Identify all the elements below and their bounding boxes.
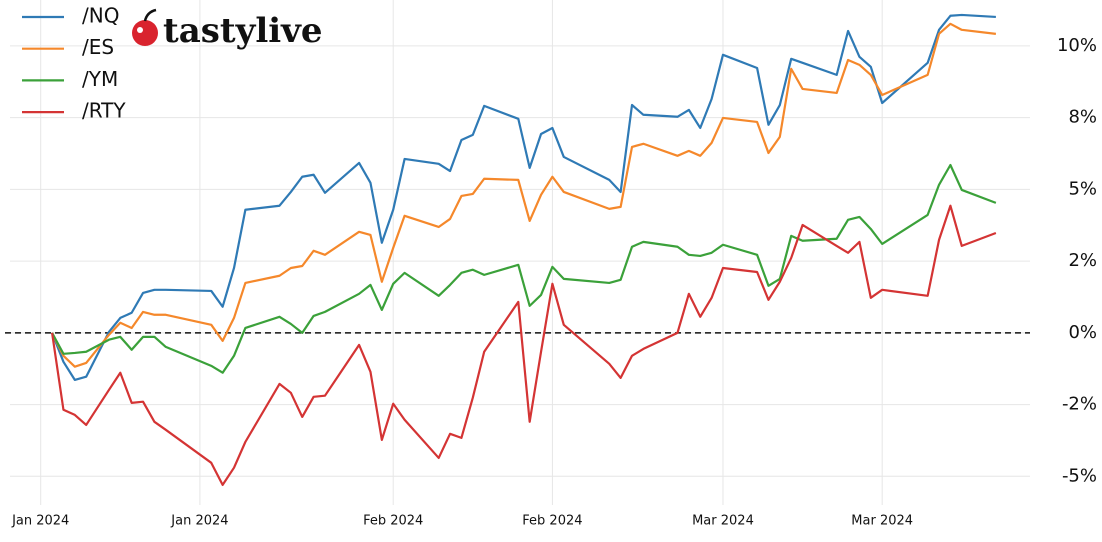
logo: tastylive <box>132 8 323 51</box>
legend-label: /YM <box>82 67 118 91</box>
y-tick-label: 10% <box>1057 35 1097 56</box>
series-line <box>50 204 997 487</box>
series-line <box>51 163 997 374</box>
grid <box>10 0 1030 505</box>
y-tick-label: 2% <box>1068 250 1097 271</box>
y-tick-label: -5% <box>1062 465 1097 486</box>
x-tick-label: Jan 2024 <box>170 514 228 529</box>
y-tick-label: -2% <box>1062 394 1097 415</box>
series-line <box>51 13 996 381</box>
cherry-shine <box>137 27 143 33</box>
x-tick-label: Feb 2024 <box>363 514 423 529</box>
x-tick-label: Feb 2024 <box>522 514 582 529</box>
cherry-icon <box>132 20 158 46</box>
x-tick-label: Jan 2024 <box>11 514 69 529</box>
x-tick-label: Mar 2024 <box>692 514 754 529</box>
logo-text: tastylive <box>163 11 323 51</box>
y-tick-label: 0% <box>1068 322 1097 343</box>
cherry-stem <box>143 8 157 22</box>
y-tick-label: 5% <box>1068 178 1097 199</box>
legend-label: /NQ <box>82 4 119 28</box>
legend-label: /ES <box>82 35 114 59</box>
x-tick-label: Mar 2024 <box>851 514 913 529</box>
y-tick-label: 8% <box>1068 107 1097 128</box>
legend-label: /RTY <box>82 99 126 123</box>
series-line <box>51 22 997 368</box>
